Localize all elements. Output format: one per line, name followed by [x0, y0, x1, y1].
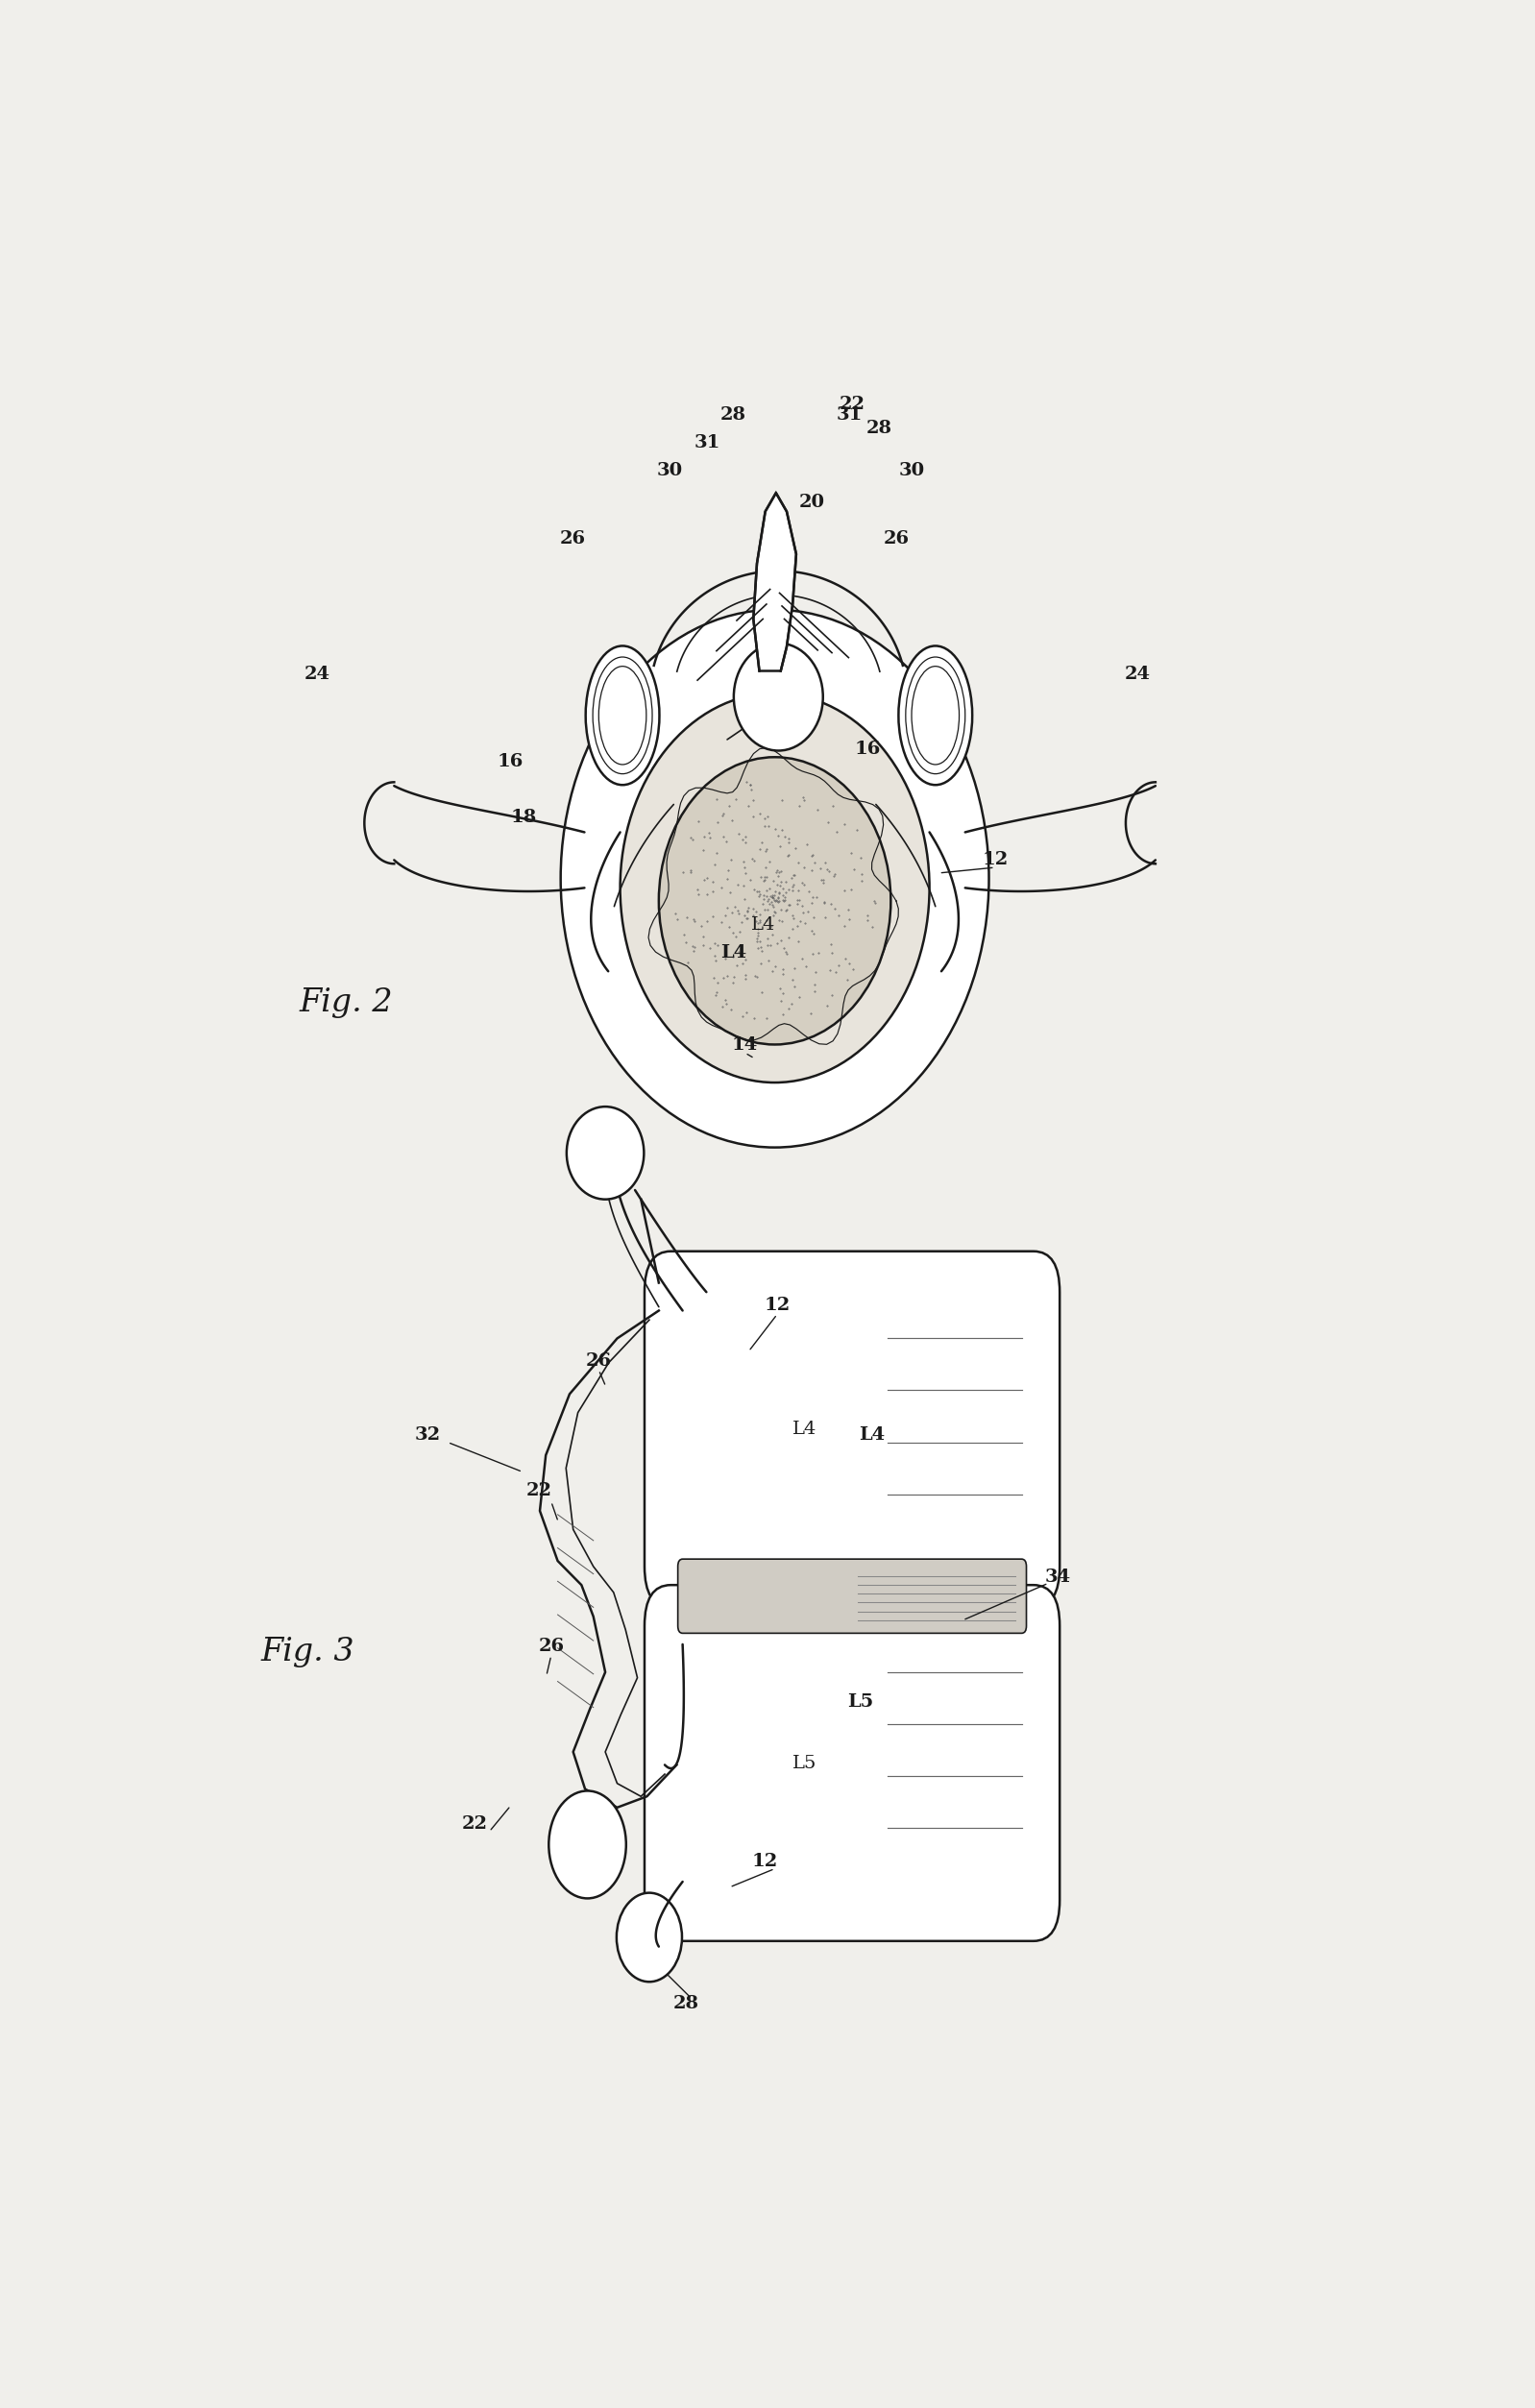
Ellipse shape	[898, 645, 972, 785]
Text: 22: 22	[840, 395, 866, 412]
Text: 30: 30	[898, 462, 924, 479]
Text: 32: 32	[414, 1426, 441, 1442]
Text: 26: 26	[539, 1637, 565, 1654]
Text: 34: 34	[1045, 1570, 1071, 1587]
Text: 20: 20	[798, 494, 824, 510]
Ellipse shape	[560, 609, 989, 1149]
Text: 12: 12	[752, 1852, 778, 1871]
Text: L4: L4	[792, 1421, 817, 1438]
Ellipse shape	[586, 645, 660, 785]
FancyBboxPatch shape	[645, 1584, 1059, 1941]
Text: 24: 24	[304, 667, 330, 684]
Text: L5: L5	[847, 1693, 873, 1710]
Text: 26: 26	[883, 530, 909, 549]
Ellipse shape	[659, 756, 890, 1045]
Text: 28: 28	[867, 419, 892, 436]
Text: 16: 16	[855, 739, 881, 759]
Ellipse shape	[734, 643, 823, 751]
Text: 26: 26	[560, 530, 585, 549]
Text: 18: 18	[511, 809, 537, 826]
Text: L5: L5	[792, 1755, 817, 1772]
Polygon shape	[754, 494, 797, 672]
Text: L4: L4	[860, 1426, 886, 1442]
Text: 14: 14	[732, 1038, 758, 1055]
Text: 22: 22	[527, 1481, 553, 1500]
Text: 12: 12	[982, 852, 1008, 869]
Text: 31: 31	[837, 407, 863, 424]
FancyBboxPatch shape	[678, 1558, 1027, 1633]
Ellipse shape	[620, 694, 930, 1084]
Ellipse shape	[566, 1108, 645, 1199]
Text: 28: 28	[672, 1996, 698, 2013]
Text: 30: 30	[657, 462, 683, 479]
Text: 24: 24	[1125, 667, 1151, 684]
Text: Fig. 3: Fig. 3	[261, 1637, 355, 1666]
Text: 31: 31	[694, 433, 720, 450]
Text: 12: 12	[764, 1296, 791, 1315]
Text: 22: 22	[462, 1816, 488, 1832]
Ellipse shape	[617, 1893, 682, 1982]
Text: L4: L4	[720, 944, 746, 961]
Text: 26: 26	[586, 1351, 612, 1370]
Text: Fig. 2: Fig. 2	[299, 987, 393, 1019]
Text: 16: 16	[497, 754, 523, 771]
Ellipse shape	[550, 1792, 626, 1898]
Text: 28: 28	[720, 407, 746, 424]
Text: L4: L4	[751, 917, 775, 934]
FancyBboxPatch shape	[645, 1252, 1059, 1606]
